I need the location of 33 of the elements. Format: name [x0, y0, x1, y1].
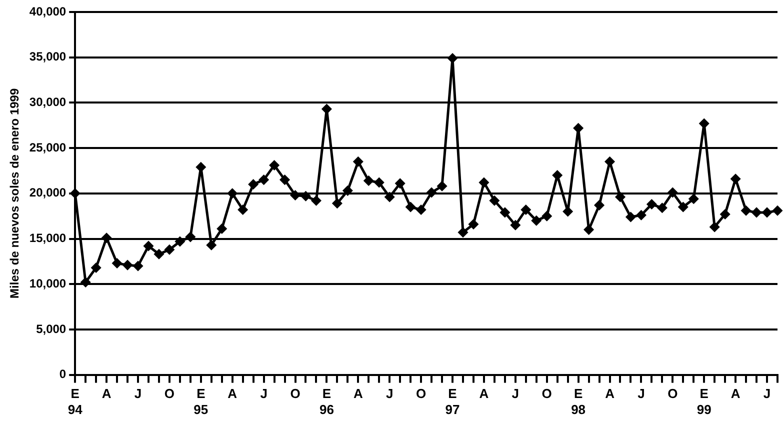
x-tick-label: A: [228, 386, 238, 402]
x-tick-label: J: [260, 386, 268, 402]
x-tick-label: A: [605, 386, 616, 402]
y-tick-label: 5,000: [36, 322, 66, 336]
y-axis-title: Miles de nuevos soles de enero 1999: [8, 88, 22, 298]
x-tick-label: J: [638, 386, 645, 402]
y-tick-label: 0: [59, 367, 66, 382]
x-tick-label: E 96: [319, 386, 334, 417]
x-tick-label: E 97: [445, 386, 460, 417]
x-tick-label: O: [164, 386, 175, 402]
y-tick-label: 10,000: [29, 276, 66, 290]
x-tick-label: E 95: [194, 386, 208, 417]
x-tick-label: A: [102, 386, 112, 402]
x-tick-label: A: [730, 386, 741, 402]
x-tick-label: E 98: [571, 386, 586, 417]
y-tick-label: 20,000: [29, 186, 66, 200]
x-tick-label: O: [542, 386, 552, 402]
x-tick-label: A: [353, 386, 364, 402]
x-tick-label: E 99: [696, 386, 712, 417]
y-tick-label: 30,000: [29, 95, 66, 110]
y-tick-label: 15,000: [29, 231, 66, 246]
x-tick-label: A: [479, 386, 490, 402]
y-tick-label: 25,000: [29, 140, 66, 154]
x-tick-label: J: [512, 386, 520, 402]
y-tick-label: 35,000: [29, 50, 66, 64]
x-tick-label: E 94: [68, 386, 84, 417]
x-tick-label: O: [290, 386, 300, 402]
x-tick-label: J: [763, 386, 771, 402]
x-tick-label: O: [668, 386, 678, 402]
y-tick-label: 40,000: [29, 4, 66, 18]
x-tick-label: J: [134, 386, 142, 402]
x-tick-label: J: [386, 386, 394, 402]
x-tick-label: O: [416, 386, 426, 402]
